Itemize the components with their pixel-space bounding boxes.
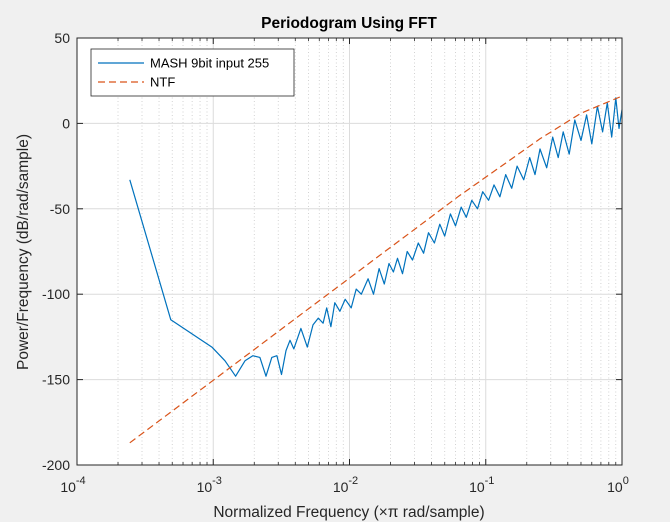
y-tick-label: 0 bbox=[62, 115, 70, 131]
tick-marks bbox=[76, 37, 623, 466]
legend-box bbox=[90, 48, 295, 97]
series-line-mash bbox=[129, 97, 623, 377]
chart-title: Periodogram Using FFT bbox=[261, 15, 437, 32]
x-tick-label: 100 bbox=[607, 475, 629, 495]
x-axis-label: Normalized Frequency (×π rad/sample) bbox=[213, 504, 484, 521]
x-tick-labels: 10-4 10-3 10-2 10-1 100 bbox=[60, 475, 629, 495]
legend-label-ntf: NTF bbox=[150, 75, 175, 90]
series-line-ntf bbox=[129, 95, 623, 444]
y-tick-label: -50 bbox=[50, 201, 70, 217]
y-tick-label: -150 bbox=[42, 372, 70, 388]
y-axis-label: Power/Frequency (dB/rad/sample) bbox=[15, 134, 32, 370]
y-tick-label: 50 bbox=[54, 30, 70, 46]
series-layer bbox=[129, 95, 623, 444]
y-tick-label: -100 bbox=[42, 286, 70, 302]
x-tick-label: 10-1 bbox=[469, 475, 494, 495]
x-tick-label: 10-3 bbox=[197, 475, 222, 495]
x-tick-label: 10-2 bbox=[333, 475, 358, 495]
y-tick-labels: 50 0 -50 -100 -150 -200 bbox=[42, 30, 70, 473]
legend-label-mash: MASH 9bit input 255 bbox=[150, 56, 269, 71]
x-tick-label: 10-4 bbox=[60, 475, 85, 495]
y-tick-label: -200 bbox=[42, 457, 70, 473]
legend: MASH 9bit input 255 NTF bbox=[90, 48, 295, 97]
